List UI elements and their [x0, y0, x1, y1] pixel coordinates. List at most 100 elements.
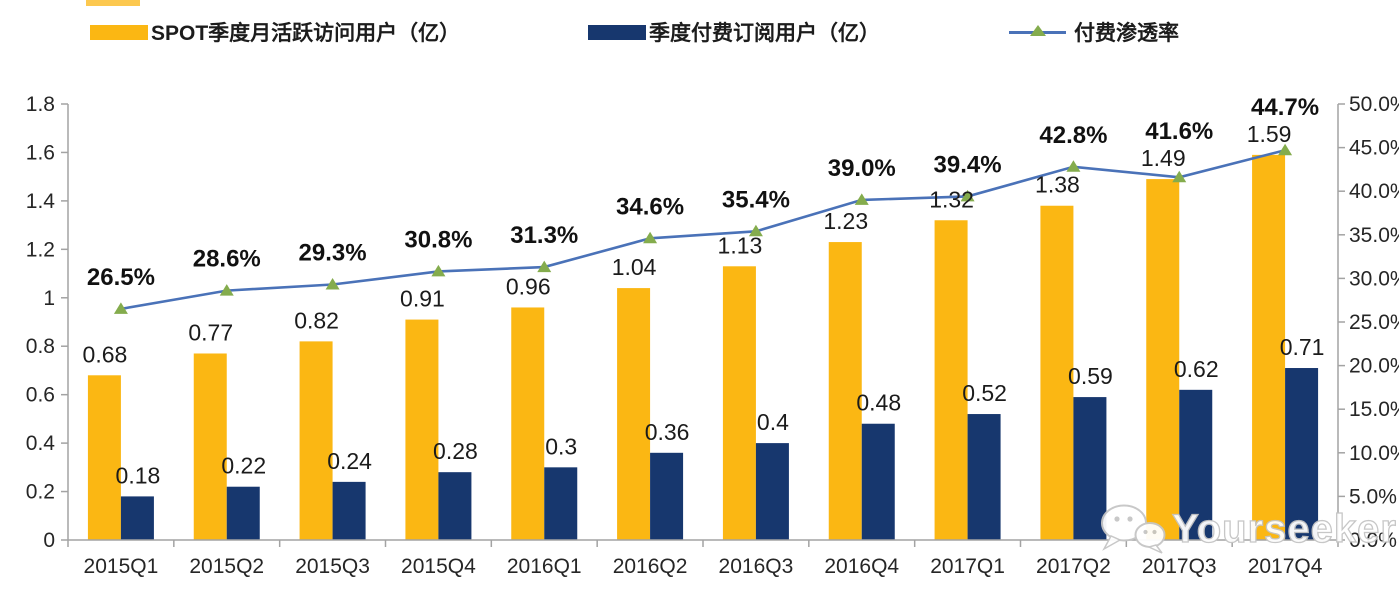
label-subs-2017Q4: 0.71 — [1280, 334, 1325, 360]
bar-mau-2016Q3 — [722, 266, 756, 540]
bar-subs-2017Q3 — [1179, 389, 1213, 540]
bar-subs-2015Q3 — [332, 481, 366, 540]
label-penetration-2017Q1: 39.4% — [934, 151, 1002, 178]
penetration-marker-2017Q2 — [1066, 160, 1081, 172]
legend-triangle-marker-icon — [1030, 25, 1046, 36]
label-subs-2016Q3: 0.4 — [757, 409, 789, 435]
label-penetration-2016Q1: 31.3% — [510, 222, 578, 249]
label-mau-2015Q1: 0.68 — [83, 341, 128, 367]
bar-subs-2016Q4 — [861, 423, 895, 540]
bar-mau-2017Q1 — [934, 220, 968, 540]
bar-mau-2015Q1 — [87, 375, 121, 540]
legend-item-penetration: 付费渗透率 — [1009, 17, 1179, 47]
label-penetration-2017Q2: 42.8% — [1039, 122, 1107, 149]
x-axis-label-2017Q3: 2017Q3 — [1142, 555, 1217, 578]
right-axis-tick-label: 0.0% — [1349, 529, 1397, 552]
right-axis-tick-label: 45.0% — [1349, 137, 1399, 160]
x-axis-label-2015Q3: 2015Q3 — [295, 555, 370, 578]
right-axis-tick-label: 40.0% — [1349, 180, 1399, 203]
bar-subs-2015Q4 — [438, 472, 472, 540]
x-axis-label-2017Q4: 2017Q4 — [1248, 555, 1323, 578]
label-penetration-2015Q4: 30.8% — [404, 226, 472, 253]
right-axis-tick-label: 35.0% — [1349, 224, 1399, 247]
penetration-marker-2016Q4 — [854, 193, 869, 205]
left-axis-tick-label: 1.4 — [26, 190, 56, 213]
right-axis-tick-label: 20.0% — [1349, 355, 1399, 378]
bar-mau-2017Q4 — [1252, 154, 1286, 540]
penetration-marker-2017Q4 — [1278, 143, 1293, 156]
label-subs-2015Q4: 0.28 — [433, 438, 478, 464]
label-subs-2016Q1: 0.3 — [545, 433, 577, 459]
left-axis-tick-label: 0 — [43, 529, 55, 552]
label-subs-2015Q2: 0.22 — [221, 453, 266, 479]
label-subs-2017Q1: 0.52 — [962, 380, 1007, 406]
penetration-marker-2015Q4 — [431, 264, 446, 277]
right-axis-tick-label: 30.0% — [1349, 267, 1399, 290]
right-axis-tick-label: 15.0% — [1349, 398, 1399, 421]
label-penetration-2017Q4: 44.7% — [1251, 94, 1319, 121]
penetration-marker-2017Q3 — [1172, 170, 1187, 183]
label-mau-2016Q2: 1.04 — [612, 254, 657, 280]
bar-subs-2015Q2 — [226, 486, 260, 540]
penetration-marker-2015Q3 — [325, 278, 340, 290]
x-axis-label-2016Q3: 2016Q3 — [719, 555, 794, 578]
legend-label-subs: 季度付费订阅用户（亿） — [649, 22, 880, 45]
bar-subs-2017Q1 — [967, 414, 1001, 540]
penetration-marker-2015Q2 — [219, 284, 234, 296]
label-penetration-2016Q4: 39.0% — [828, 155, 896, 182]
bar-subs-2016Q1 — [544, 467, 578, 540]
label-mau-2016Q1: 0.96 — [506, 273, 551, 299]
left-axis-tick-label: 0.2 — [26, 481, 55, 504]
left-axis-tick-label: 0.4 — [26, 432, 56, 455]
penetration-marker-2017Q1 — [960, 189, 975, 202]
left-axis-tick-label: 1.6 — [26, 141, 55, 164]
bar-mau-2015Q3 — [299, 341, 333, 540]
penetration-marker-2015Q1 — [113, 302, 128, 314]
bar-mau-2016Q4 — [828, 242, 862, 541]
bar-mau-2015Q4 — [405, 319, 439, 540]
label-mau-2017Q1: 1.32 — [929, 186, 974, 212]
left-axis-tick-label: 1.2 — [26, 238, 55, 261]
cropped-image-artifact — [86, 0, 140, 6]
x-axis-label-2015Q2: 2015Q2 — [189, 555, 264, 578]
label-mau-2017Q4: 1.59 — [1247, 121, 1292, 147]
label-subs-2016Q4: 0.48 — [856, 390, 901, 416]
x-axis-label-2016Q2: 2016Q2 — [613, 555, 688, 578]
bar-subs-2017Q4 — [1285, 368, 1319, 540]
x-axis-label-2016Q4: 2016Q4 — [824, 555, 899, 578]
label-penetration-2017Q3: 41.6% — [1145, 118, 1213, 145]
x-axis-label-2015Q4: 2015Q4 — [401, 555, 476, 578]
penetration-line — [120, 148, 1286, 311]
bar-mau-2016Q2 — [617, 288, 651, 540]
right-axis-tick-label: 25.0% — [1349, 311, 1399, 334]
bar-subs-2016Q2 — [650, 452, 684, 540]
legend-swatch-subs-bar — [588, 24, 646, 40]
bar-mau-2017Q3 — [1146, 179, 1180, 541]
legend-swatch-mau-bar — [90, 24, 148, 40]
left-axis-tick-label: 1 — [43, 287, 55, 310]
left-axis-tick-label: 0.8 — [26, 335, 55, 358]
watermark-text: Yourseeker — [1171, 506, 1397, 551]
bar-subs-2017Q2 — [1073, 397, 1107, 540]
legend-label-mau: SPOT季度月活跃访问用户（亿） — [151, 22, 461, 45]
label-mau-2017Q2: 1.38 — [1035, 172, 1080, 198]
legend-label-penetration: 付费渗透率 — [1074, 22, 1179, 45]
x-axis-label-2017Q1: 2017Q1 — [930, 555, 1005, 578]
label-subs-2017Q3: 0.62 — [1174, 356, 1219, 382]
right-axis-tick-label: 10.0% — [1349, 442, 1399, 465]
label-mau-2016Q3: 1.13 — [718, 232, 763, 258]
bar-subs-2016Q3 — [755, 443, 789, 540]
x-axis-label-2016Q1: 2016Q1 — [507, 555, 582, 578]
label-mau-2015Q2: 0.77 — [188, 319, 233, 345]
legend-item-subs: 季度付费订阅用户（亿） — [588, 17, 880, 47]
bar-mau-2016Q1 — [511, 307, 545, 540]
label-mau-2017Q3: 1.49 — [1141, 145, 1186, 171]
label-penetration-2015Q2: 28.6% — [193, 246, 261, 273]
label-penetration-2015Q3: 29.3% — [299, 240, 367, 267]
label-penetration-2016Q3: 35.4% — [722, 186, 790, 213]
penetration-marker-2016Q1 — [537, 260, 552, 273]
right-axis-tick-label: 5.0% — [1349, 485, 1397, 508]
x-axis-label-2017Q2: 2017Q2 — [1036, 555, 1111, 578]
